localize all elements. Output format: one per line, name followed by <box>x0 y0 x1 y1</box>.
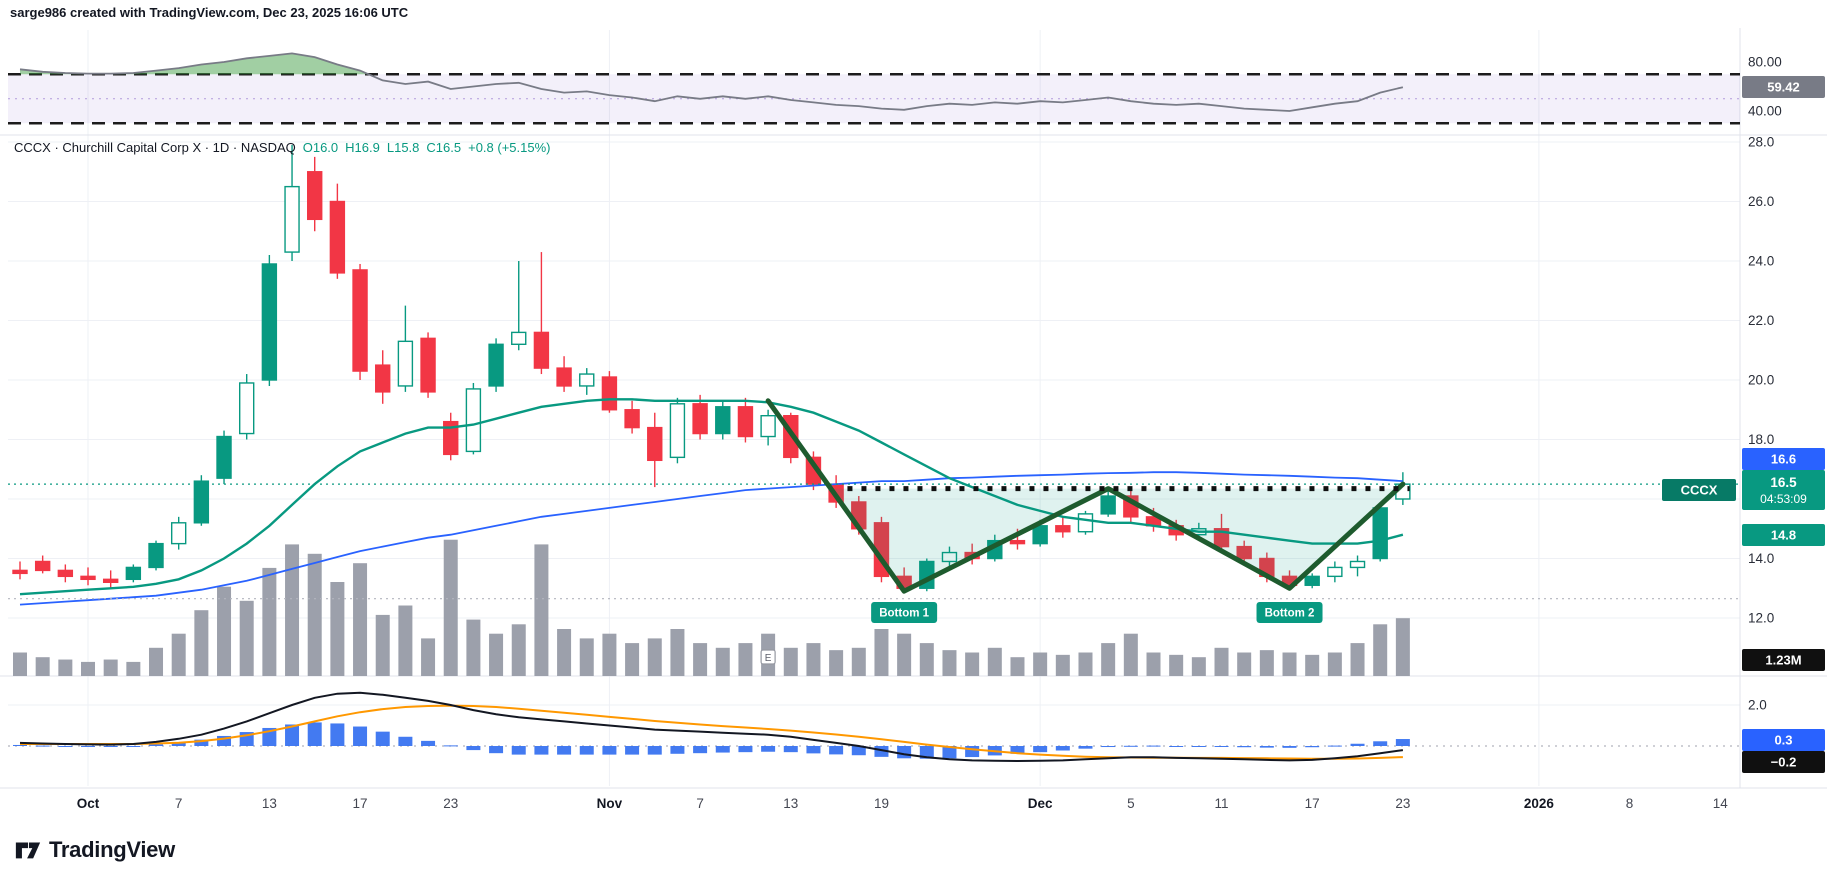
time-tick-label: 7 <box>696 796 704 811</box>
price-tick-label: 20.0 <box>1748 373 1774 388</box>
time-tick-label: Dec <box>1028 796 1053 811</box>
rsi-tick-label: 40.00 <box>1748 104 1782 119</box>
price-tick-label: 12.0 <box>1748 611 1774 626</box>
time-tick-label: 8 <box>1626 796 1634 811</box>
ohlc-change: +0.8 (+5.15%) <box>468 140 551 155</box>
macd-pane <box>8 691 1740 763</box>
last-price-text: 16.5 <box>1770 475 1797 490</box>
double-bottom-fill <box>830 488 1403 592</box>
ohlc-open: O16.0 <box>302 140 339 155</box>
svg-text:E: E <box>765 653 772 664</box>
svg-text:Bottom 2: Bottom 2 <box>1265 608 1315 620</box>
price-tick-label: 14.0 <box>1748 551 1774 566</box>
time-tick-label: 19 <box>874 796 889 811</box>
time-tick-label: Nov <box>597 796 623 811</box>
time-tick-label: Oct <box>77 796 100 811</box>
tradingview-logo-icon <box>15 842 41 859</box>
time-tick-label: 11 <box>1215 796 1229 811</box>
price-tick-label: 26.0 <box>1748 194 1774 209</box>
ohlc-high: H16.9 <box>345 140 380 155</box>
fast-ma-line <box>19 398 1404 596</box>
bar-countdown: 04:53:09 <box>1760 492 1807 506</box>
price-tick-label: 18.0 <box>1748 432 1774 447</box>
tradingview-logo-text: TradingView <box>49 837 175 862</box>
price-tick-label: 22.0 <box>1748 313 1774 328</box>
rsi-overbought-fill <box>20 53 369 75</box>
rsi-pane <box>8 52 1740 125</box>
volume-series <box>13 539 1410 676</box>
macd-tick-label: 2.0 <box>1748 698 1767 713</box>
price-tick-label: 24.0 <box>1748 254 1774 269</box>
price-tick-label: 28.0 <box>1748 135 1774 150</box>
svg-text:0.3: 0.3 <box>1774 733 1792 748</box>
macd-histogram <box>13 722 1410 759</box>
pane-separators <box>0 28 1827 789</box>
ohlc-low: L15.8 <box>386 140 420 155</box>
time-tick-label: 7 <box>175 796 183 811</box>
svg-text:CCCX: CCCX <box>1681 483 1718 498</box>
svg-text:−0.2: −0.2 <box>1771 755 1797 770</box>
tradingview-logo[interactable]: TradingView <box>14 836 175 864</box>
fast-ma-value-badge: 14.8 <box>1742 524 1825 546</box>
slow-ma-value-badge: 16.6 <box>1742 448 1825 470</box>
time-tick-label: 23 <box>1395 796 1410 811</box>
volume-value-badge: 1.23M <box>1742 649 1825 671</box>
rsi-value-badge: 59.42 <box>1742 76 1825 98</box>
ohlc-close: C16.5 <box>426 140 462 155</box>
svg-text:Bottom 1: Bottom 1 <box>879 608 929 620</box>
double-bottom-trendline[interactable] <box>765 398 1406 594</box>
time-tick-label: 17 <box>1305 796 1320 811</box>
macd-hist-value-badge: 0.3 <box>1742 729 1825 751</box>
svg-text:59.42: 59.42 <box>1767 80 1800 95</box>
chart-credit: sarge986 created with TradingView.com, D… <box>10 5 409 20</box>
bottom-label-1[interactable]: Bottom 1 <box>871 602 938 623</box>
svg-text:1.23M: 1.23M <box>1765 653 1801 668</box>
symbol-legend: CCCX · Churchill Capital Corp X · 1D · N… <box>14 140 558 155</box>
rsi-line <box>19 52 1404 112</box>
time-axis[interactable]: Oct 7 13 17 23 Nov 7 13 19 Dec 5 11 17 23 2026 8 14 <box>0 788 1827 822</box>
time-tick-label: 5 <box>1127 796 1135 811</box>
svg-text:16.6: 16.6 <box>1771 452 1796 467</box>
bottom-label-2[interactable]: Bottom 2 <box>1256 602 1323 623</box>
time-tick-label: 13 <box>262 796 277 811</box>
svg-text:14.8: 14.8 <box>1771 528 1796 543</box>
time-tick-label: 17 <box>353 796 368 811</box>
macd-value-badge: −0.2 <box>1742 751 1825 773</box>
time-tick-label: 23 <box>443 796 458 811</box>
time-tick-label: 13 <box>783 796 798 811</box>
time-tick-label: 14 <box>1713 796 1729 811</box>
last-price-badge: 16.5 04:53:09 <box>1742 470 1825 510</box>
time-tick-label: 2026 <box>1524 796 1555 811</box>
rsi-tick-label: 80.00 <box>1748 55 1782 70</box>
macd-line <box>19 691 1404 763</box>
earnings-marker[interactable]: E <box>760 649 776 665</box>
symbol-title[interactable]: CCCX · Churchill Capital Corp X · 1D · N… <box>14 140 296 155</box>
symbol-tag: CCCX <box>1662 479 1736 501</box>
slow-ma-line <box>19 471 1403 606</box>
price-axis[interactable]: 28.0 26.0 24.0 22.0 20.0 18.0 14.0 12.0 80.00 40.… <box>1740 28 1827 788</box>
